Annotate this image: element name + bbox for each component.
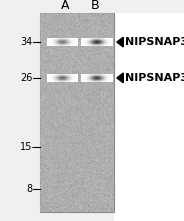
Text: NIPSNAP3A: NIPSNAP3A — [125, 37, 184, 47]
Polygon shape — [117, 73, 123, 83]
Bar — [114, 0, 184, 221]
Text: NIPSNAP3A: NIPSNAP3A — [125, 73, 184, 83]
Text: 8-: 8- — [26, 184, 36, 194]
Bar — [40, 13, 114, 212]
Text: 15-: 15- — [20, 141, 36, 152]
Text: B: B — [91, 0, 99, 12]
Bar — [0, 0, 184, 13]
Text: 34-: 34- — [20, 37, 36, 47]
Polygon shape — [117, 37, 123, 47]
Text: A: A — [61, 0, 70, 12]
Bar — [0, 0, 40, 221]
Text: 26-: 26- — [20, 73, 36, 83]
